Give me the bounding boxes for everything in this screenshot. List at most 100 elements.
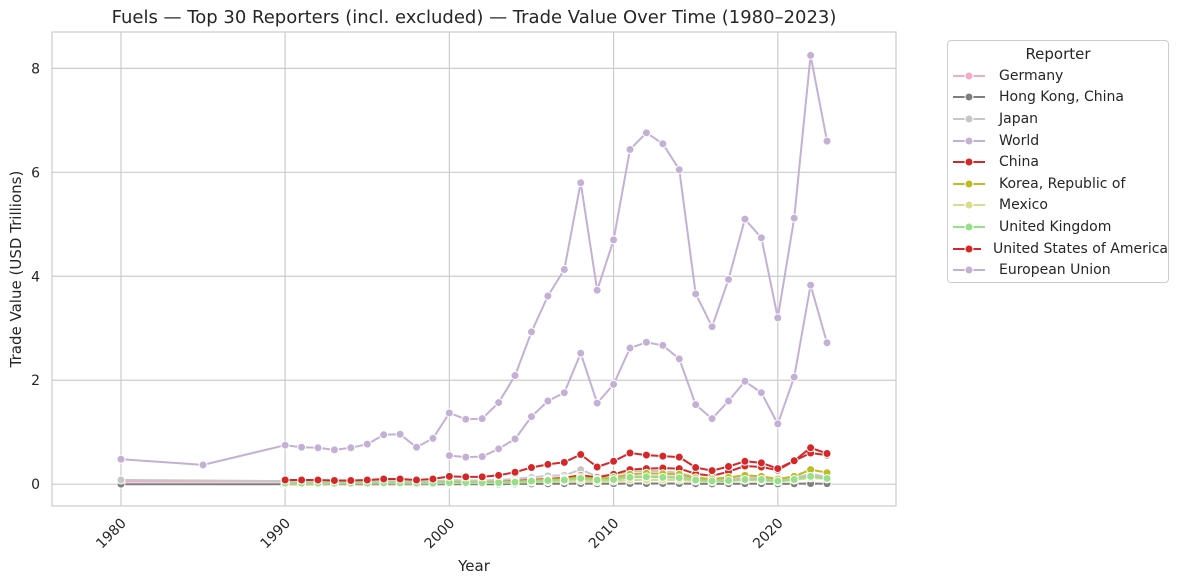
data-point [789,213,799,223]
data-point [707,466,717,476]
data-point [658,340,668,350]
data-point [724,476,734,486]
data-point [674,165,684,175]
data-point [724,396,734,406]
series-line [285,446,828,482]
data-point [641,450,651,460]
data-point [674,473,684,483]
data-point [740,214,750,224]
data-point [559,388,569,398]
series-united-states-of-america [280,443,832,486]
chart-title: Fuels — Top 30 Reporters (incl. excluded… [112,7,837,28]
legend-label: Japan [999,110,1039,127]
data-point [609,456,619,466]
data-point [756,388,766,398]
data-point [379,430,389,440]
legend-swatch [953,136,985,146]
legend-label: Mexico [999,197,1048,214]
data-point [674,452,684,462]
data-point [740,376,750,386]
data-point [444,408,454,418]
data-point [592,462,602,472]
data-point [395,429,405,439]
y-tick-label: 4 [31,269,40,285]
legend-item: Japan [948,108,1168,130]
legend-item: European Union [948,259,1168,281]
data-point [773,313,783,323]
data-point [494,398,504,408]
data-point [592,475,602,485]
legend-label: United Kingdom [999,218,1112,235]
data-point [658,451,668,461]
data-point [543,291,553,301]
data-point [362,475,372,485]
data-point [526,412,536,422]
data-point [822,338,832,348]
data-point [379,474,389,484]
data-point [625,472,635,482]
data-point [691,463,701,473]
data-point [789,474,799,484]
data-point [740,456,750,466]
data-point [461,452,471,462]
data-point [691,400,701,410]
data-point [740,474,750,484]
data-point [428,474,438,484]
data-point [806,50,816,60]
data-point [526,463,536,473]
legend-swatch [953,71,985,81]
data-point [428,433,438,443]
data-point [707,476,717,486]
data-point [625,144,635,154]
data-point [691,289,701,299]
x-tick-label: 1980 [93,516,130,553]
data-point [773,464,783,474]
data-point [362,439,372,449]
data-point [510,434,520,444]
data-point [576,178,586,188]
data-point [658,139,668,149]
legend-item: Germany [948,65,1168,87]
data-point [444,471,454,481]
data-point [510,467,520,477]
x-axis-label: Year [457,557,491,575]
legend-label: China [999,154,1039,171]
data-point [559,265,569,275]
data-point [543,459,553,469]
legend-item: China [948,151,1168,173]
data-point [313,475,323,485]
data-point [822,473,832,483]
y-tick-labels: 0 2 4 6 8 [31,61,40,493]
data-point [526,327,536,337]
data-point [674,354,684,364]
data-point [609,474,619,484]
plot-area [51,31,897,507]
data-point [329,445,339,455]
data-point [329,476,339,486]
data-point [280,475,290,485]
data-point [806,280,816,290]
data-point [592,398,602,408]
legend: Reporter Germany Hong Kong, China Japan Wor… [947,40,1169,283]
data-point [707,414,717,424]
legend-swatch [953,157,985,167]
legend-swatch [953,92,985,102]
data-point [116,454,126,464]
x-tick-label: 2020 [750,516,787,553]
legend-label: European Union [999,262,1111,279]
data-point [559,475,569,485]
data-point [412,442,422,452]
data-point [756,474,766,484]
data-point [625,343,635,353]
data-point [494,444,504,454]
data-point [526,476,536,486]
legend-label: World [999,132,1040,149]
x-tick-label: 2010 [586,516,623,553]
legend-label: Germany [999,67,1064,84]
legend-item: Korea, Republic of [948,173,1168,195]
x-tick-label: 1990 [257,516,294,553]
data-point [822,449,832,459]
legend-label: Hong Kong, China [999,89,1125,106]
data-point [609,235,619,245]
